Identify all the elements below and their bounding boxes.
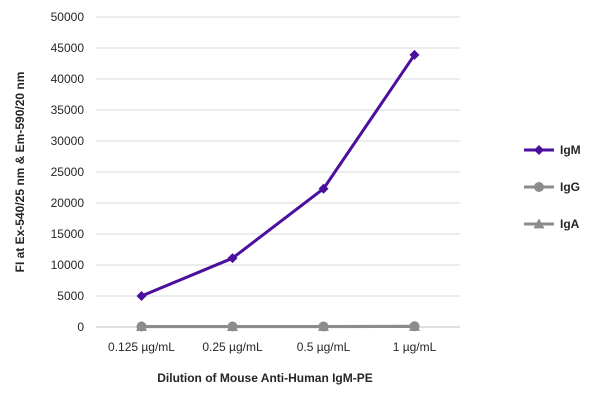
legend: IgM IgG IgA xyxy=(524,143,581,231)
series-igg xyxy=(136,321,420,332)
y-tick-label-0: 0 xyxy=(77,320,84,334)
y-tick-label-50000: 50000 xyxy=(51,10,85,24)
data-point-igm-4 xyxy=(409,49,420,60)
legend-marker-igm xyxy=(534,145,544,155)
legend-item-iga: IgA xyxy=(524,217,580,231)
y-tick-label-5000: 5000 xyxy=(57,289,84,303)
series-line-igm xyxy=(140,53,416,298)
data-point-igm-2 xyxy=(227,253,238,264)
legend-marker-igg xyxy=(534,182,544,192)
legend-item-igg: IgG xyxy=(524,180,580,194)
x-axis-title: Dilution of Mouse Anti-Human IgM-PE xyxy=(157,371,373,385)
x-tick-label-2: 0.25 µg/mL xyxy=(202,340,263,354)
gridlines xyxy=(96,16,460,328)
x-tick-label-1: 0.125 µg/mL xyxy=(108,340,175,354)
legend-item-igm: IgM xyxy=(524,143,581,157)
data-point-igm-3 xyxy=(318,183,329,194)
data-point-igg-1 xyxy=(136,321,147,332)
series-group xyxy=(136,49,420,332)
y-tick-label-20000: 20000 xyxy=(51,196,85,210)
y-tick-label-45000: 45000 xyxy=(51,41,85,55)
series-igm xyxy=(136,49,420,301)
data-point-igg-2 xyxy=(227,321,238,332)
legend-label-igm: IgM xyxy=(560,143,581,157)
y-tick-labels: 0 5000 10000 15000 20000 25000 30000 35000 40000… xyxy=(51,10,85,334)
y-tick-label-15000: 15000 xyxy=(51,227,85,241)
x-tick-labels: 0.125 µg/mL 0.25 µg/mL 0.5 µg/mL 1 µg/mL xyxy=(108,340,437,354)
legend-marker-iga xyxy=(533,218,545,229)
x-tick-label-3: 0.5 µg/mL xyxy=(297,340,351,354)
y-tick-label-35000: 35000 xyxy=(51,103,85,117)
data-point-igg-3 xyxy=(318,321,329,332)
y-axis-title: FI at Ex-540/25 nm & Em-590/20 nm xyxy=(13,72,27,273)
legend-label-iga: IgA xyxy=(560,217,580,231)
data-point-igm-1 xyxy=(136,291,147,301)
data-point-igg-4 xyxy=(409,321,420,332)
y-tick-label-40000: 40000 xyxy=(51,72,85,86)
y-tick-label-10000: 10000 xyxy=(51,258,85,272)
y-tick-label-30000: 30000 xyxy=(51,134,85,148)
y-tick-label-25000: 25000 xyxy=(51,165,85,179)
legend-label-igg: IgG xyxy=(560,180,580,194)
x-tick-label-4: 1 µg/mL xyxy=(393,340,437,354)
